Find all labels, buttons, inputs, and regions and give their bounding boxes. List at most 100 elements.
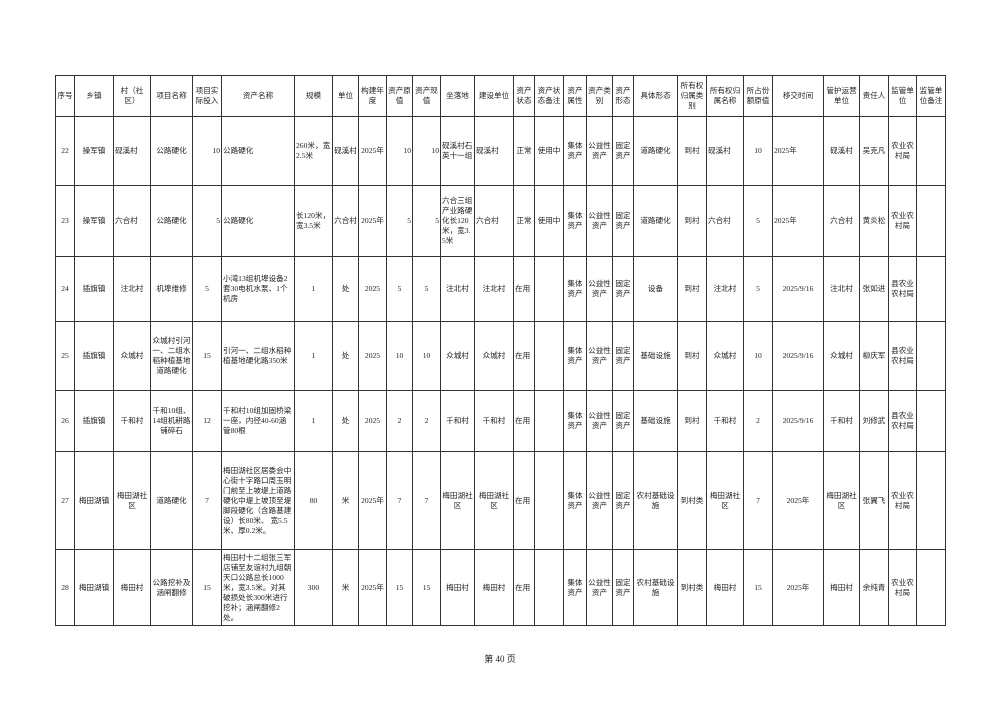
table-cell — [916, 451, 946, 550]
column-header: 所占份额原值 — [743, 75, 773, 117]
column-header: 单位 — [332, 75, 359, 117]
column-header: 构建年度 — [358, 75, 387, 117]
column-header: 资产现值 — [412, 75, 441, 117]
table-row: 25 插旗镇 众城村 众城村引河一、二组水稻种植基地道路硬化 15 引河一、二组水稻种植基… — [55, 321, 946, 391]
table-cell: 六合村 — [474, 185, 514, 257]
table-cell: 公益性资产 — [586, 390, 613, 452]
table-cell: 2 — [743, 390, 773, 452]
table-cell: 众城村 — [440, 321, 475, 391]
table-cell: 众城村引河一、二组水稻种植基地道路硬化 — [150, 321, 193, 391]
table-cell: 7 — [386, 451, 413, 550]
table-cell: 集体资产 — [563, 390, 587, 452]
table-cell: 5 — [386, 256, 413, 322]
table-cell: 集体资产 — [563, 451, 587, 550]
table-cell: 公益性资产 — [586, 116, 613, 186]
table-cell: 10 — [386, 116, 413, 186]
table-cell: 农业农村局 — [888, 185, 917, 257]
table-cell: 2025/9/16 — [772, 390, 824, 452]
table-cell: 2025年 — [772, 451, 824, 550]
table-cell: 正常 — [513, 116, 535, 186]
table-cell: 28 — [55, 549, 75, 626]
table-cell: 千和10组、14组机耕路铺碎石 — [150, 390, 193, 452]
table-cell: 操军镇 — [74, 185, 114, 257]
table-cell — [534, 451, 564, 550]
table-cell: 2025 — [358, 256, 387, 322]
table-cell: 使用中 — [534, 185, 564, 257]
table-cell: 到村 — [677, 185, 707, 257]
column-header: 坐落地 — [440, 75, 475, 117]
table-cell: 在用 — [513, 549, 535, 626]
table-cell: 10 — [743, 321, 773, 391]
table-row: 22 操军镇 砚溪村 公路硬化 10 公路硬化 260米，宽2.5米 砚溪村 2025年 10 10… — [55, 116, 946, 186]
table-cell: 米 — [332, 451, 359, 550]
table-cell: 梅田湖社区 — [706, 451, 744, 550]
table-cell: 在用 — [513, 256, 535, 322]
table-cell: 使用中 — [534, 116, 564, 186]
table-cell: 公路硬化 — [150, 116, 193, 186]
table-cell: 注北村 — [823, 256, 860, 322]
column-header: 管护运营单位 — [823, 75, 860, 117]
table-cell: 千和村10组加固桥梁一座，内径40-60涵管80根 — [221, 390, 295, 452]
table-cell: 2025年 — [358, 549, 387, 626]
table-cell: 固定资产 — [612, 256, 634, 322]
table-cell: 众城村 — [474, 321, 514, 391]
table-cell: 公路硬化 — [150, 185, 193, 257]
table-cell: 梅田湖镇 — [74, 451, 114, 550]
table-cell: 80 — [294, 451, 333, 550]
table-cell: 15 — [743, 549, 773, 626]
table-cell: 县农业农村局 — [888, 390, 917, 452]
table-cell: 千和村 — [440, 390, 475, 452]
table-cell: 公路硬化 — [221, 185, 295, 257]
column-header: 资产状态 — [513, 75, 535, 117]
table-cell: 5 — [743, 185, 773, 257]
table-cell — [534, 256, 564, 322]
table-cell: 25 — [55, 321, 75, 391]
table-cell: 梅田湖社区 — [474, 451, 514, 550]
table-row: 24 插旗镇 注北村 机埠维修 5 小湾13组机埠设备2套30电机水泵、1个机房 1 处 202… — [55, 256, 946, 322]
table-cell: 固定资产 — [612, 321, 634, 391]
table-cell: 固定资产 — [612, 451, 634, 550]
table-cell: 2 — [386, 390, 413, 452]
table-cell: 刘修武 — [859, 390, 889, 452]
table-cell: 5 — [192, 256, 222, 322]
table-cell: 2025年 — [772, 185, 824, 257]
table-body: 22 操军镇 砚溪村 公路硬化 10 公路硬化 260米，宽2.5米 砚溪村 2025年 10 10… — [55, 116, 946, 626]
table-cell: 固定资产 — [612, 185, 634, 257]
table-cell: 2025年 — [358, 116, 387, 186]
table-cell: 农村基础设施 — [633, 451, 678, 550]
table-cell: 砚溪村 — [474, 116, 514, 186]
table-cell: 7 — [743, 451, 773, 550]
table-cell: 正常 — [513, 185, 535, 257]
table-cell: 集体资产 — [563, 549, 587, 626]
table-cell: 注北村 — [113, 256, 151, 322]
table-cell: 15 — [386, 549, 413, 626]
column-header: 责任人 — [859, 75, 889, 117]
table-cell: 六合三组产业路硬化长120米，宽3.5米 — [440, 185, 475, 257]
table-cell: 2025年 — [358, 451, 387, 550]
table-cell: 梅田村 — [706, 549, 744, 626]
table-cell: 处 — [332, 256, 359, 322]
table-cell: 5 — [386, 185, 413, 257]
table-cell: 黄炎松 — [859, 185, 889, 257]
table-cell: 农业农村局 — [888, 116, 917, 186]
table-cell: 集体资产 — [563, 321, 587, 391]
table-cell: 砚溪村 — [823, 116, 860, 186]
table-cell: 基础设施 — [633, 321, 678, 391]
table-cell: 梅田湖镇 — [74, 549, 114, 626]
table-cell: 千和村 — [706, 390, 744, 452]
table-cell: 柳庆军 — [859, 321, 889, 391]
table-cell — [916, 321, 946, 391]
table-cell: 众城村 — [823, 321, 860, 391]
table-cell: 2 — [412, 390, 441, 452]
column-header: 序号 — [55, 75, 75, 117]
column-header: 资产属性 — [563, 75, 587, 117]
table-cell: 27 — [55, 451, 75, 550]
column-header: 项目实际投入 — [192, 75, 222, 117]
table-cell: 六合村 — [823, 185, 860, 257]
table-cell: 吴克凡 — [859, 116, 889, 186]
table-cell: 15 — [192, 321, 222, 391]
table-cell: 梅田湖社区 — [823, 451, 860, 550]
column-header: 资产形态 — [612, 75, 634, 117]
table-cell: 在用 — [513, 321, 535, 391]
table-cell: 固定资产 — [612, 390, 634, 452]
